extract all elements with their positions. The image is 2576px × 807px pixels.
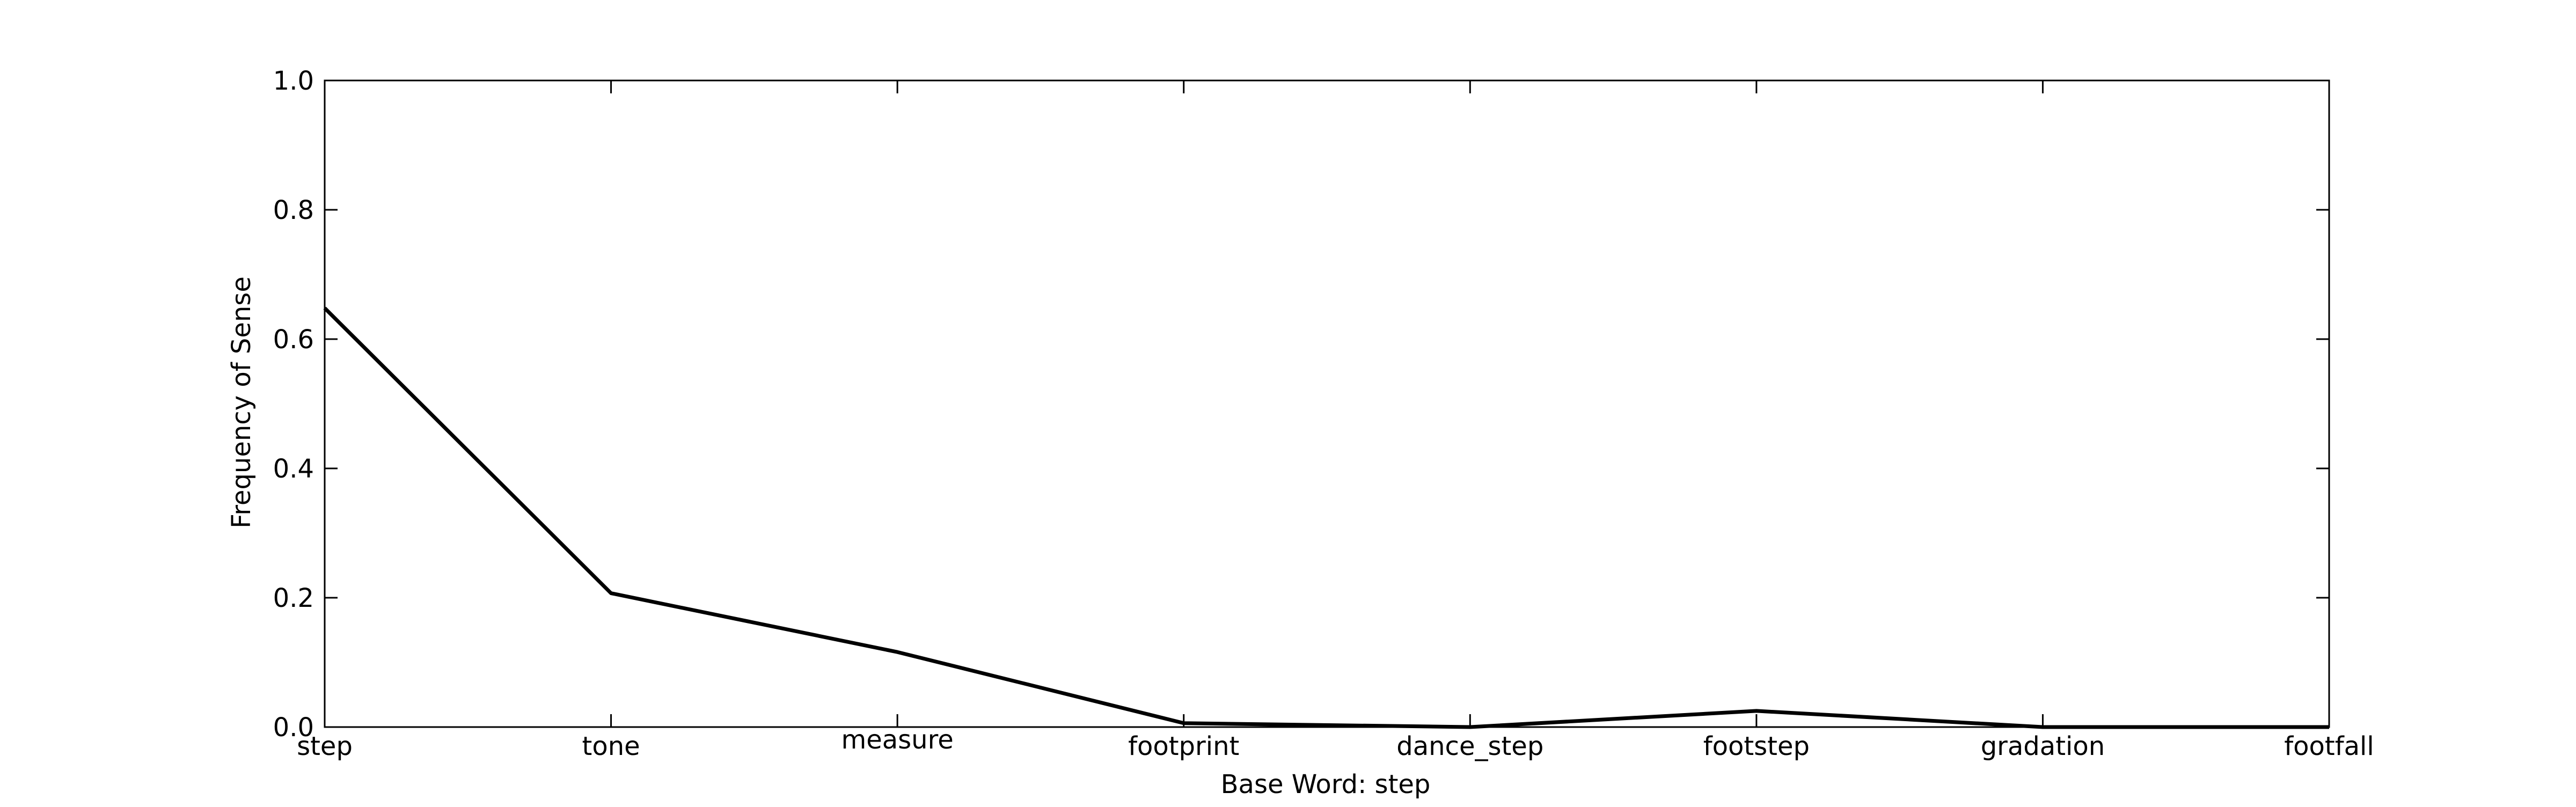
y-tick-label: 1.0 <box>273 66 314 96</box>
x-tick-label: footprint <box>1128 731 1239 761</box>
x-tick-label: footstep <box>1703 731 1810 761</box>
x-tick-label: dance_step <box>1396 731 1543 761</box>
series-line <box>323 306 2329 729</box>
y-tick-label: 0.2 <box>273 583 314 613</box>
y-tick-label: 0.4 <box>273 454 314 484</box>
x-tick-label: footfall <box>2284 731 2374 761</box>
y-axis-label: Frequency of Sense <box>226 276 257 529</box>
x-axis-label: Base Word: step <box>1221 769 1431 799</box>
x-tick-label: gradation <box>1981 731 2105 761</box>
x-tick-label: measure <box>841 725 953 755</box>
plot-frame <box>324 79 2330 728</box>
plot-area: 0.0 0.2 0.4 0.6 0.8 1.0 step tone measure footpri… <box>273 66 2374 761</box>
y-tick-label: 0.0 <box>273 713 314 743</box>
y-tick-label: 0.6 <box>273 325 314 355</box>
x-tick-label: step <box>297 731 353 761</box>
x-tick-label: tone <box>582 731 640 761</box>
y-tick-label: 0.8 <box>273 195 314 225</box>
